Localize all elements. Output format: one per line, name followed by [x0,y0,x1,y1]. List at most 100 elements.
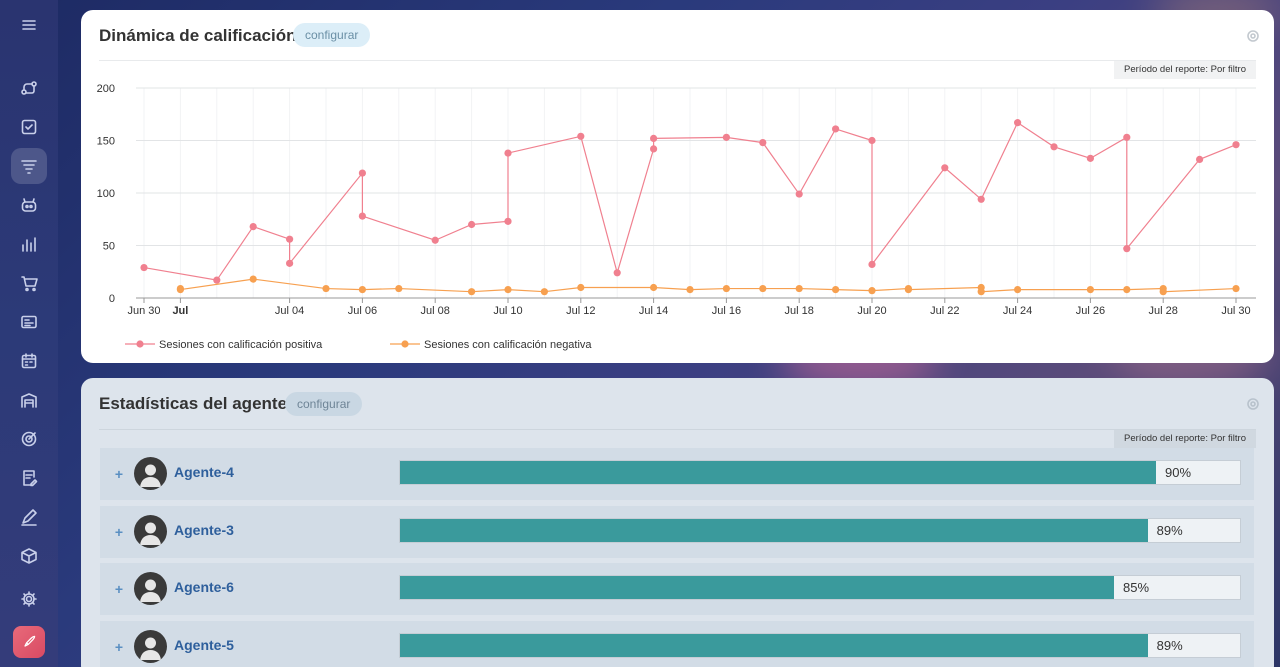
sidebar-item-workflows[interactable] [11,70,47,106]
positive-series-point [1014,119,1022,127]
document-edit-icon [23,470,38,487]
x-tick-label: Jul 06 [348,305,377,317]
sidebar-item-contacts[interactable] [11,304,47,340]
bar-chart-icon [22,237,36,252]
expand-plus-icon[interactable]: + [114,466,124,482]
legend-label: Sesiones con calificación negativa [424,339,592,351]
x-tick-label: Jul 14 [639,305,668,317]
configure-button[interactable]: configurar [293,23,371,47]
negative-series-point [468,288,476,296]
positive-series-point [1123,133,1131,141]
positive-series-point [140,263,148,272]
y-tick-label: 50 [103,241,115,253]
agent-name[interactable]: Agente-4 [174,464,234,480]
menu-button[interactable] [11,7,47,43]
report-period-label: Período del reporte: Por filtro [1114,430,1256,448]
gear-icon[interactable] [1246,397,1260,411]
x-tick-label: Jul 04 [275,305,304,317]
x-tick-label: Jul 30 [1221,305,1250,317]
negative-series-point [904,286,913,294]
sidebar-item-funnels[interactable] [11,148,47,184]
agent-row[interactable]: + Agente-6 85% [100,563,1254,616]
divider [99,429,1256,430]
configure-button[interactable]: configurar [285,392,363,416]
sidebar-item-calendar[interactable] [11,343,47,379]
sidebar-item-documents[interactable] [11,460,47,496]
positive-series-point [577,132,585,140]
sidebar-item-launch[interactable] [13,626,45,658]
x-tick-label: Jul 08 [421,305,450,317]
positive-series-point [832,125,840,133]
x-tick-label: Jun 30 [127,305,160,317]
positive-series-point [504,217,512,225]
y-tick-label: 150 [97,136,115,148]
agent-row[interactable]: + Agente-4 90% [100,448,1254,500]
positive-series-point [868,260,876,268]
negative-series-point [650,283,658,292]
positive-series-point [1196,155,1204,163]
positive-series-point [795,190,803,198]
agent-rating-bar-fill [400,576,1114,600]
sidebar-item-settings[interactable] [11,581,47,617]
rocket-icon [24,635,36,647]
negative-series-point [686,286,694,294]
agent-name[interactable]: Agente-6 [174,579,234,596]
workflow-icon [21,81,37,95]
sidebar-item-bots[interactable] [11,187,47,223]
x-tick-label: Jul 24 [1003,305,1032,317]
target-icon [21,431,37,447]
card-title: Dinámica de calificación [99,26,297,45]
expand-plus-icon[interactable]: + [114,639,124,656]
positive-series-point [431,236,439,244]
x-tick-label: Jul 16 [712,305,741,317]
sidebar-item-products[interactable] [11,538,47,574]
negative-series-point [322,284,330,293]
expand-plus-icon[interactable]: + [114,581,124,598]
negative-series-point [977,288,985,296]
signature-icon [21,509,37,526]
negative-series-point [1014,286,1022,294]
sidebar-item-goals[interactable] [11,421,47,457]
agent-rating-percent: 90% [1165,465,1192,480]
box-icon [21,548,37,564]
negative-series-point [832,286,840,294]
agent-rating-bar-fill [400,518,1148,542]
calendar-icon [21,353,37,369]
negative-series-point [722,284,731,293]
agent-rating-percent: 89% [1156,638,1183,654]
sidebar [0,0,58,667]
negative-series-line [179,278,1237,293]
positive-series-point [249,223,257,231]
sidebar-item-tasks[interactable] [11,109,47,145]
sidebar-item-warehouse[interactable] [11,382,47,418]
legend-marker [401,340,409,348]
positive-series-point [286,259,294,267]
positive-series-point [213,276,221,284]
sidebar-item-sign[interactable] [11,499,47,535]
negative-series-point [540,288,548,296]
positive-series-point [650,134,658,142]
positive-series-point [613,269,621,277]
avatar [134,630,167,664]
positive-series-point [1232,141,1240,149]
agent-row[interactable]: + Agente-5 89% [100,621,1254,667]
x-tick-label: Jul 28 [1149,305,1178,317]
card-title: Estadísticas del agente [99,394,288,413]
legend-marker [136,340,144,348]
contact-card-icon [21,315,37,329]
gear-icon[interactable] [1246,29,1260,43]
agent-rating-bar: 85% [399,575,1241,601]
negative-series-point [1123,286,1131,294]
positive-series-line [143,121,1237,281]
agent-name[interactable]: Agente-3 [174,521,234,538]
x-tick-label: Jul 26 [1076,305,1105,317]
rating-line-chart: 0 50 100 150 200 Jun 30 Jul Jul 04 Jul 06 Jul 08 J… [97,83,1256,351]
agent-name[interactable]: Agente-5 [174,637,234,654]
agent-rating-bar: 89% [399,633,1241,659]
negative-series-point [759,284,767,293]
agent-row[interactable]: + Agente-3 89% [100,505,1254,558]
negative-series-point [1159,288,1167,296]
sidebar-item-analytics[interactable] [11,226,47,262]
sidebar-item-shop[interactable] [11,265,47,301]
expand-plus-icon[interactable]: + [114,523,124,540]
